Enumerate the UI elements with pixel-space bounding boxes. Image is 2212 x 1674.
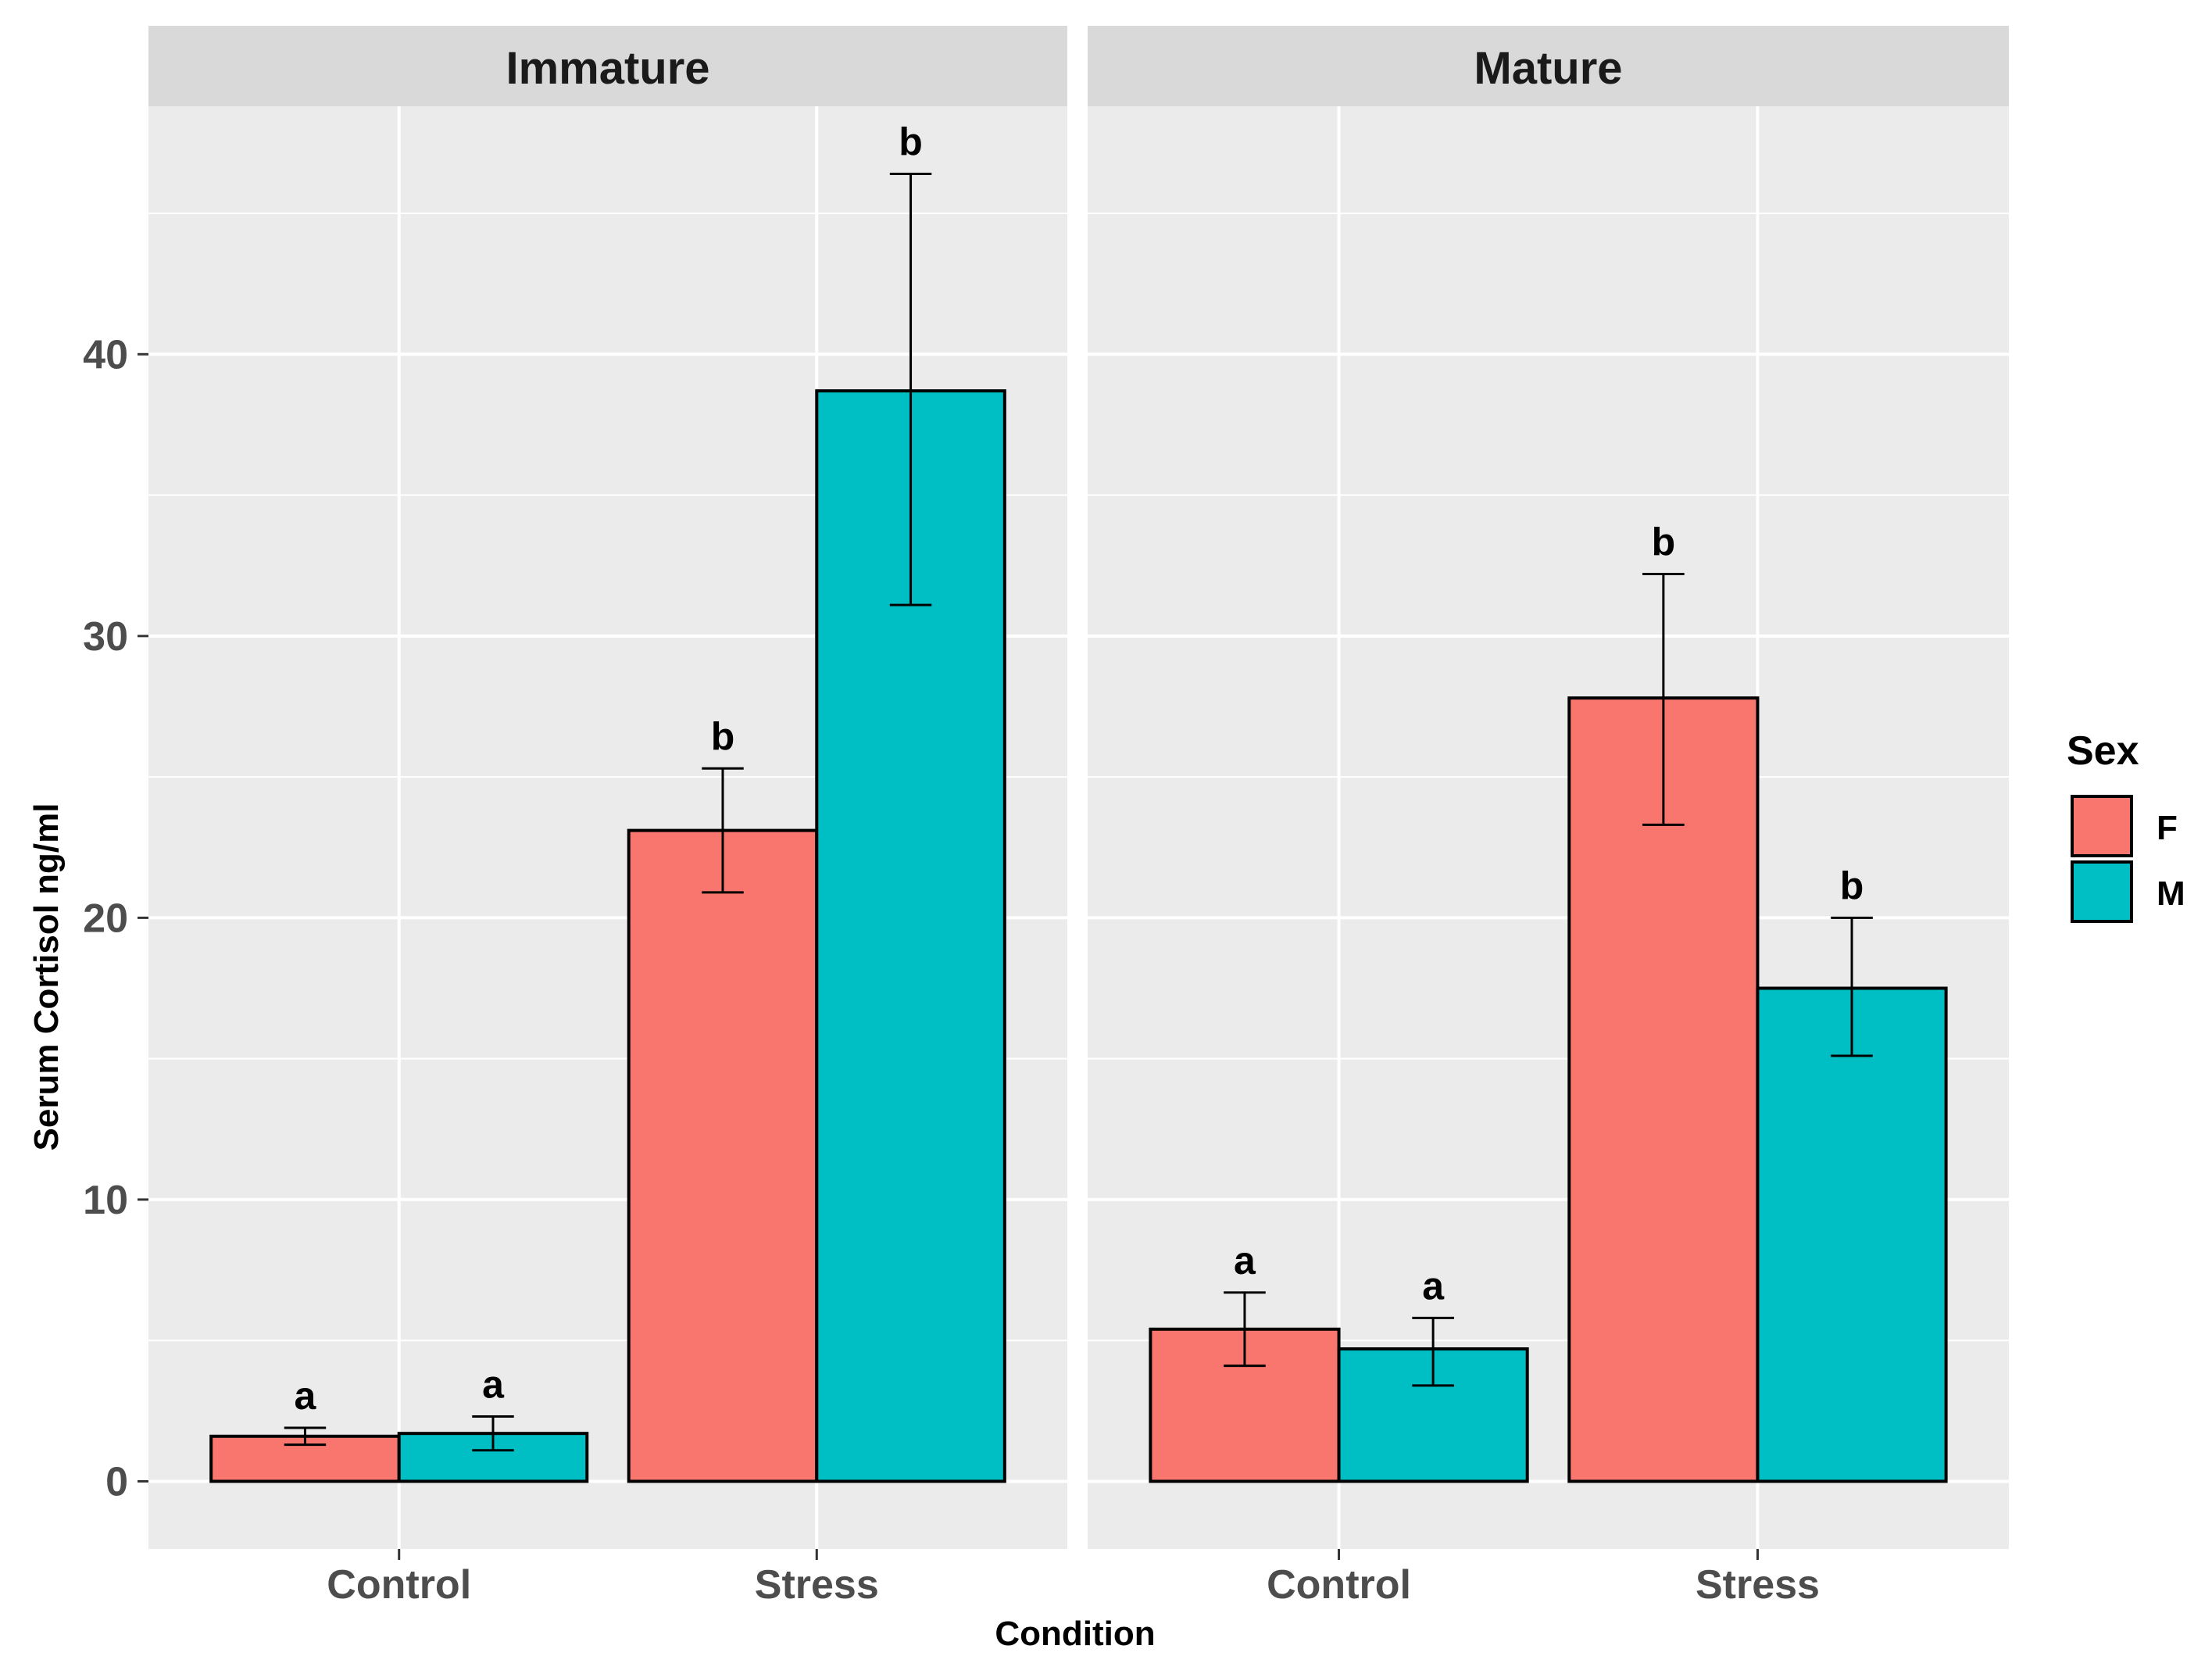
- significance-label: b: [899, 120, 923, 164]
- strip-label: Immature: [506, 43, 709, 94]
- x-axis-title: Condition: [995, 1615, 1155, 1653]
- x-tick-label: Control: [1267, 1562, 1411, 1608]
- panel-mature: Mature a b a b Control Stress: [1088, 26, 2009, 1608]
- significance-label: a: [1422, 1264, 1445, 1307]
- x-tick-label: Stress: [755, 1562, 879, 1608]
- y-tick-label: 40: [83, 332, 128, 377]
- significance-label: b: [1840, 864, 1864, 907]
- significance-label: b: [1652, 520, 1676, 564]
- y-tick-label: 10: [83, 1178, 128, 1223]
- significance-label: a: [1234, 1239, 1256, 1282]
- legend-label: F: [2157, 809, 2178, 847]
- panel-immature: Immature a b a b Control Stress: [148, 26, 1067, 1608]
- x-tick-label: Stress: [1696, 1562, 1820, 1608]
- significance-label: a: [482, 1363, 505, 1407]
- legend-title: Sex: [2067, 728, 2139, 774]
- y-axis-title: Serum Cortisol ng/ml: [27, 803, 66, 1151]
- legend-key: [2071, 795, 2133, 857]
- y-tick-label: 30: [83, 614, 128, 660]
- strip-background: [148, 26, 1067, 106]
- legend: Sex FM: [2067, 728, 2185, 923]
- bar: [1756, 986, 1948, 1483]
- legend-key: [2071, 860, 2133, 923]
- x-tick-label: Control: [327, 1562, 471, 1608]
- significance-label: b: [711, 714, 735, 758]
- strip-background: [1088, 26, 2009, 106]
- bar: [627, 828, 819, 1483]
- strip-label: Mature: [1474, 43, 1622, 94]
- y-tick-label: 0: [105, 1459, 128, 1504]
- y-tick-label: 20: [83, 896, 128, 941]
- legend-label: M: [2157, 875, 2185, 913]
- significance-label: a: [295, 1374, 317, 1418]
